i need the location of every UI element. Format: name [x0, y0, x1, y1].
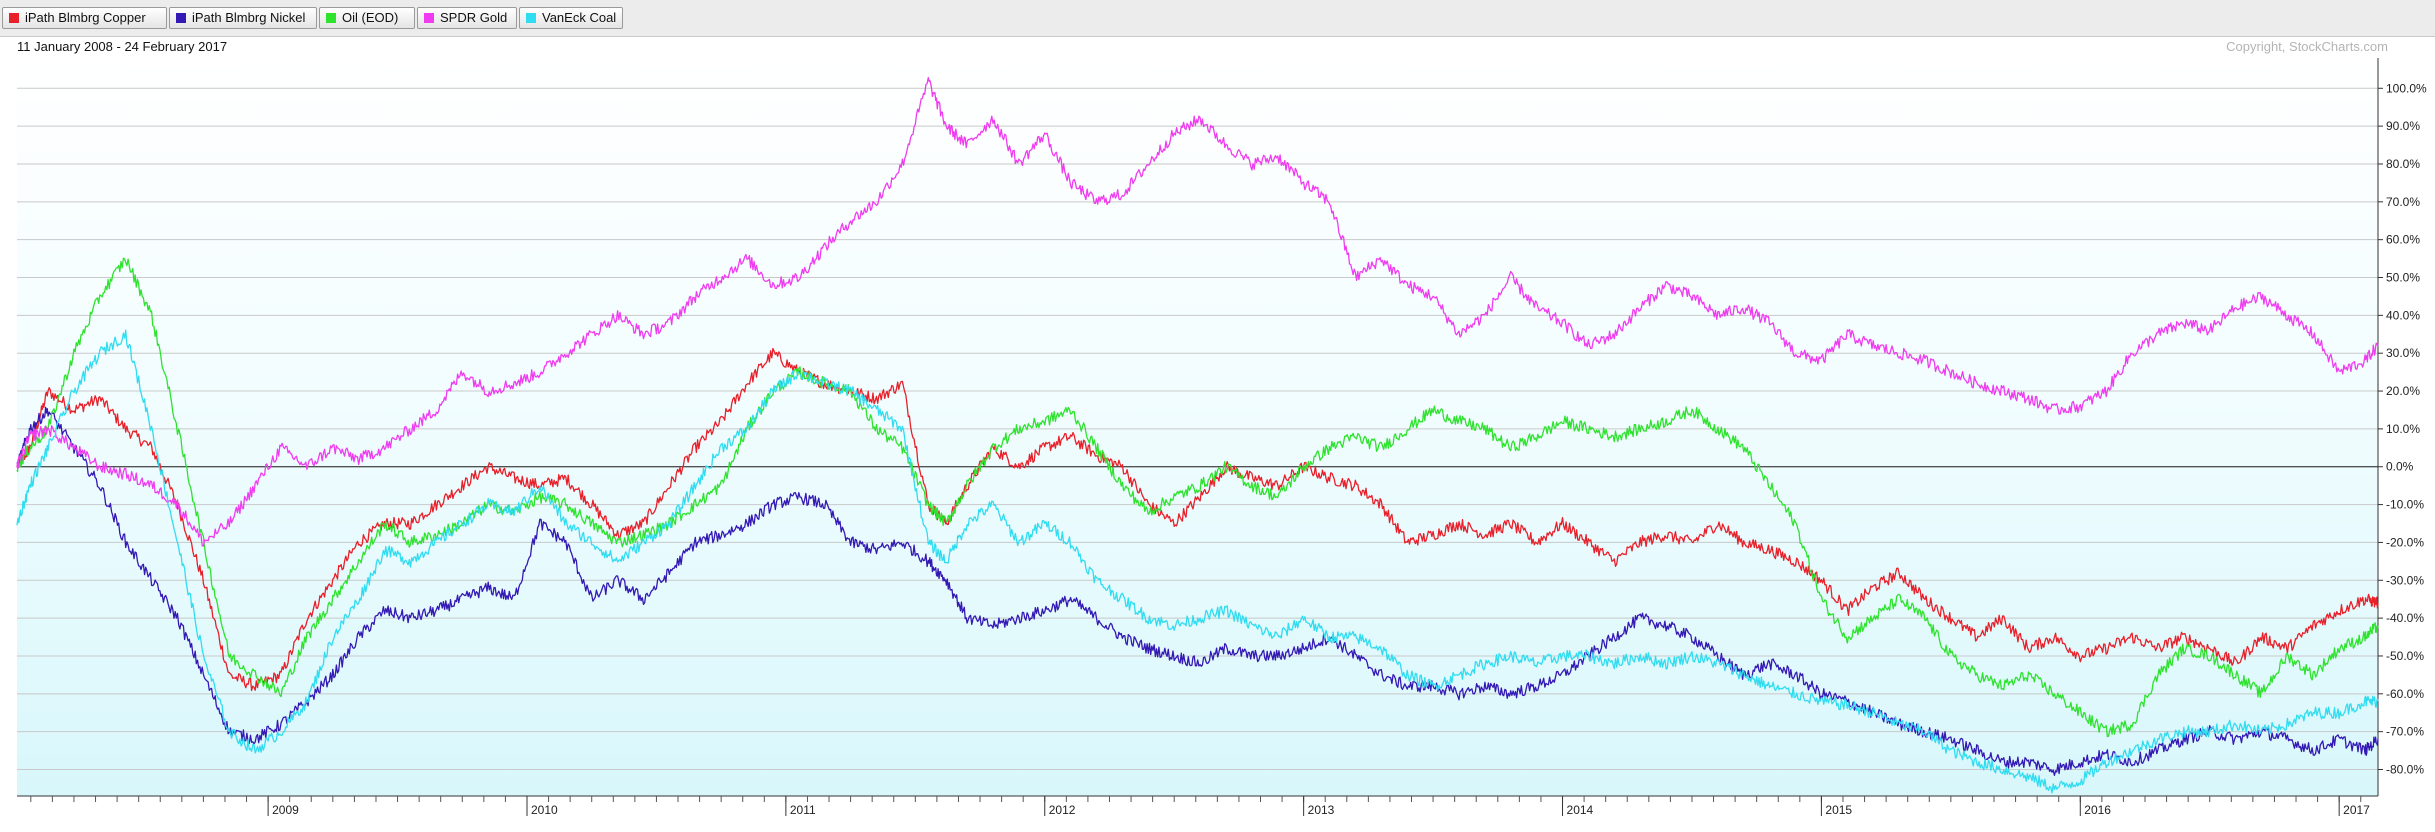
series-line: [16, 347, 2379, 692]
series-line: [16, 76, 2379, 547]
date-range-label: 11 January 2008 - 24 February 2017: [17, 39, 228, 54]
copyright-label: Copyright, StockCharts.com: [2226, 39, 2388, 54]
y-tick-label: -30.0%: [2386, 573, 2424, 587]
legend-swatch: [424, 13, 434, 23]
legend-swatch: [326, 13, 336, 23]
y-tick-label: -10.0%: [2386, 498, 2424, 512]
x-tick-label: 2012: [1049, 803, 1076, 817]
y-tick-label: -50.0%: [2386, 649, 2424, 663]
legend-label: iPath Blmbrg Nickel: [192, 10, 306, 25]
y-tick-label: 100.0%: [2386, 81, 2427, 95]
y-tick-label: 10.0%: [2386, 422, 2420, 436]
y-tick-label: 50.0%: [2386, 271, 2420, 285]
legend-item[interactable]: VanEck Coal: [519, 7, 623, 29]
legend-item[interactable]: Oil (EOD): [319, 7, 415, 29]
legend-swatch: [9, 13, 19, 23]
legend-item[interactable]: iPath Blmbrg Copper: [2, 7, 167, 29]
legend-label: Oil (EOD): [342, 10, 399, 25]
y-tick-label: -20.0%: [2386, 535, 2424, 549]
x-tick-label: 2009: [272, 803, 299, 817]
chart-area: 100.0% 90.0% 80.0% 70.0% 60.0% 50.0% 40.0% 30.0…: [0, 36, 2435, 832]
y-tick-label: 40.0%: [2386, 308, 2420, 322]
y-tick-label: -40.0%: [2386, 611, 2424, 625]
x-tick-label: 2015: [1825, 803, 1852, 817]
legend-label: iPath Blmbrg Copper: [25, 10, 146, 25]
y-tick-label: 60.0%: [2386, 233, 2420, 247]
y-tick-label: -70.0%: [2386, 725, 2424, 739]
y-tick-label: -60.0%: [2386, 687, 2424, 701]
y-tick-label: 0.0%: [2386, 460, 2414, 474]
x-tick-label: 2016: [2084, 803, 2111, 817]
legend-swatch: [526, 13, 536, 23]
legend-item[interactable]: SPDR Gold: [417, 7, 517, 29]
y-tick-label: 80.0%: [2386, 157, 2420, 171]
legend-label: VanEck Coal: [542, 10, 617, 25]
series-line: [16, 329, 2379, 794]
legend-swatch: [176, 13, 186, 23]
x-tick-label: 2011: [790, 803, 816, 817]
legend-label: SPDR Gold: [440, 10, 508, 25]
series-line: [16, 406, 2379, 777]
legend-bar: iPath Blmbrg Copper iPath Blmbrg Nickel Oi…: [0, 0, 2435, 37]
x-tick-label: 2010: [531, 803, 558, 817]
y-tick-label: 20.0%: [2386, 384, 2420, 398]
y-tick-label: 90.0%: [2386, 119, 2420, 133]
y-tick-label: 70.0%: [2386, 195, 2420, 209]
x-tick-label: 2017: [2343, 803, 2370, 817]
y-tick-label: 30.0%: [2386, 346, 2420, 360]
price-performance-chart: 100.0% 90.0% 80.0% 70.0% 60.0% 50.0% 40.0% 30.0…: [16, 58, 2427, 817]
x-tick-label: 2014: [1567, 803, 1594, 817]
series-line: [16, 257, 2379, 738]
x-tick-label: 2013: [1308, 803, 1335, 817]
legend-item[interactable]: iPath Blmbrg Nickel: [169, 7, 317, 29]
y-tick-label: -80.0%: [2386, 763, 2424, 777]
plot-background: [17, 58, 2378, 796]
